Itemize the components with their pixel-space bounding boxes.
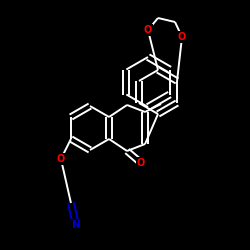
Text: O: O <box>178 32 186 42</box>
Text: O: O <box>137 158 145 168</box>
Text: O: O <box>57 154 65 164</box>
Text: N: N <box>72 220 80 230</box>
Text: O: O <box>144 25 152 35</box>
